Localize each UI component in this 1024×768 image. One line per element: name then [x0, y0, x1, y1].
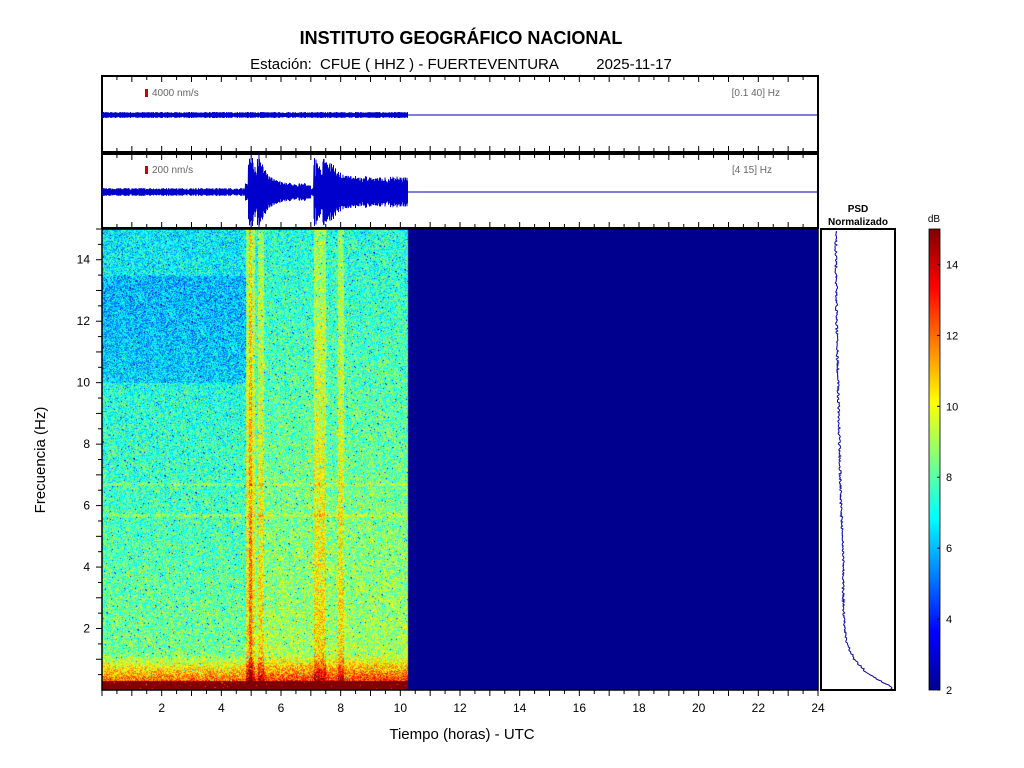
- chart-date: 2025-11-17: [596, 56, 672, 73]
- x-tick-label: 4: [218, 701, 225, 715]
- y-axis-label: Frecuencia (Hz): [32, 407, 49, 514]
- colorbar-tick-label: 10: [946, 401, 958, 413]
- psd-subtitle: Normalizado: [828, 217, 888, 228]
- x-axis-label: Tiempo (horas) - UTC: [389, 726, 534, 743]
- colorbar: dB 2 4 6 8 10 12 14: [928, 214, 958, 697]
- chart-subtitle: Estación: CFUE ( HHZ ) - FUERTEVENTURA 2…: [0, 56, 922, 73]
- x-tick-label: 6: [278, 701, 285, 715]
- colorbar-tick-label: 4: [946, 614, 952, 626]
- spectrogram-heatmap: [102, 229, 818, 690]
- colorbar-gradient: [928, 228, 941, 691]
- x-tick-label: 14: [513, 701, 527, 715]
- band-label-1: [0.1 40] Hz: [732, 88, 780, 99]
- x-tick-label: 24: [811, 701, 825, 715]
- seismogram-trace-1: [101, 111, 408, 119]
- y-tick-label: 4: [83, 560, 90, 574]
- y-tick-label: 6: [83, 499, 90, 513]
- psd-curve: [834, 230, 893, 690]
- scale-label-2: 200 nm/s: [152, 165, 193, 176]
- colorbar-tick-label: 14: [946, 259, 958, 271]
- y-tick-label: 14: [77, 253, 91, 267]
- seismogram-panel-1: 4000 nm/s [0.1 40] Hz: [101, 75, 819, 153]
- colorbar-tick-label: 12: [946, 330, 958, 342]
- scale-label-1: 4000 nm/s: [152, 88, 199, 99]
- page-title: INSTITUTO GEOGRÁFICO NACIONAL: [299, 28, 623, 48]
- y-tick-label: 8: [83, 437, 90, 451]
- band-label-2: [4 15] Hz: [732, 165, 772, 176]
- scale-bar-icon: [145, 166, 148, 174]
- station-name: CFUE ( HHZ ) - FUERTEVENTURA: [320, 56, 559, 73]
- x-tick-label: 8: [337, 701, 344, 715]
- colorbar-label: dB: [928, 214, 941, 225]
- colorbar-tick-label: 8: [946, 472, 952, 484]
- x-tick-label: 12: [453, 701, 467, 715]
- psd-panel: PSD Normalizado: [820, 204, 896, 691]
- scale-bar-icon: [145, 89, 148, 97]
- x-tick-label: 22: [752, 701, 766, 715]
- colorbar-tick-label: 6: [946, 543, 952, 555]
- y-tick-label: 10: [77, 376, 91, 390]
- x-tick-label: 2: [158, 701, 165, 715]
- seismogram-panel-2: 200 nm/s [4 15] Hz: [101, 153, 819, 231]
- station-prefix: Estación:: [250, 56, 312, 73]
- x-tick-label: 16: [573, 701, 587, 715]
- colorbar-tick-label: 2: [946, 685, 952, 697]
- x-tick-label: 20: [692, 701, 706, 715]
- y-tick-label: 2: [83, 622, 90, 636]
- x-tick-label: 18: [632, 701, 646, 715]
- seismogram-trace-2: [101, 153, 408, 231]
- x-tick-label: 10: [394, 701, 408, 715]
- y-tick-label: 12: [77, 314, 91, 328]
- psd-title: PSD: [848, 204, 869, 215]
